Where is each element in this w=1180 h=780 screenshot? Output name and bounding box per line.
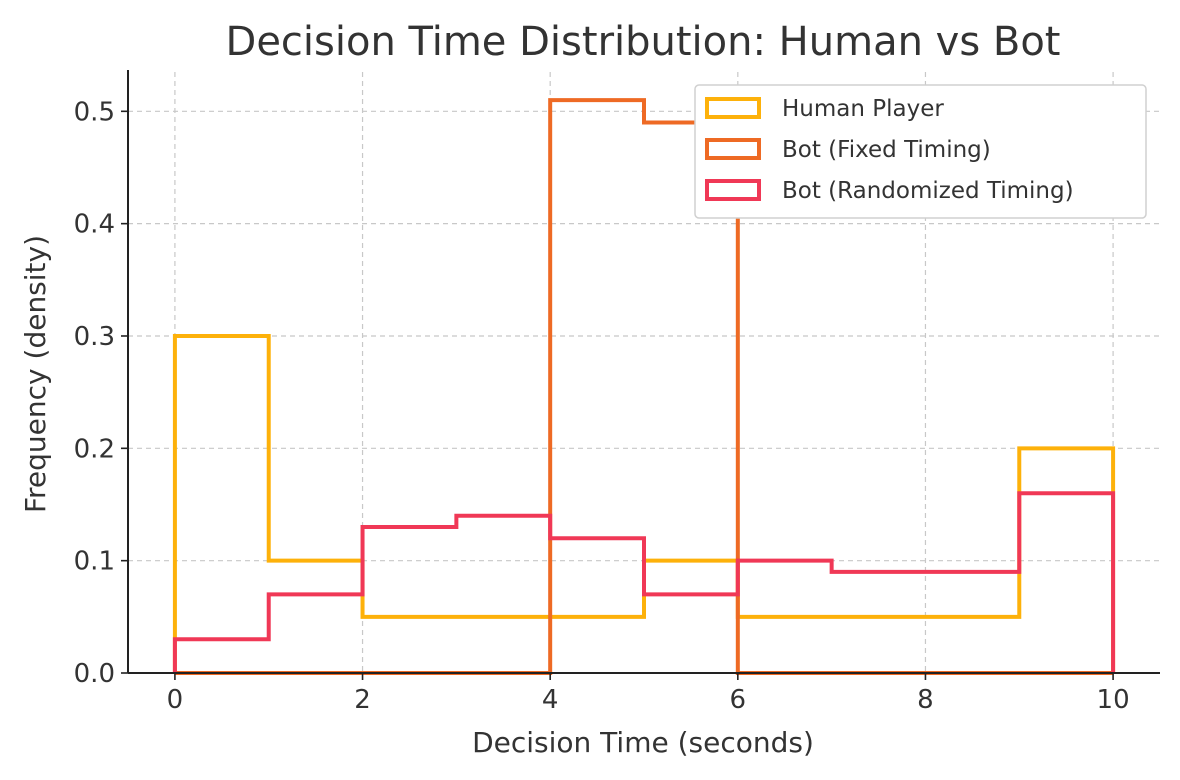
x-tick-label: 8 (917, 685, 934, 715)
histogram-step-series-1 (172, 333, 1116, 673)
histogram-step-series-3 (172, 491, 1116, 673)
legend-label-3: Bot (Randomized Timing) (782, 178, 1074, 204)
legend-frame (694, 84, 1147, 219)
legend: Human Player Bot (Fixed Timing) Bot (Rando… (694, 84, 1147, 219)
x-axis-label: Decision Time (seconds) (472, 726, 814, 759)
legend-label-2: Bot (Fixed Timing) (782, 137, 991, 163)
y-tick-label: 0.5 (74, 97, 115, 127)
legend-label-1: Human Player (782, 96, 944, 122)
legend-swatch-3 (705, 179, 761, 201)
y-tick-label: 0.3 (74, 322, 115, 352)
legend-swatch-1 (705, 97, 761, 119)
y-tick-label: 0.1 (74, 547, 115, 577)
y-tick-label: 0.2 (74, 434, 115, 464)
x-tick-label: 6 (730, 685, 747, 715)
x-tick-label: 0 (167, 685, 184, 715)
y-axis-label: Frequency (density) (19, 235, 52, 513)
y-tick-label: 0.0 (74, 659, 115, 689)
axes (127, 70, 1160, 674)
y-tick-label: 0.4 (74, 210, 115, 240)
legend-swatch-2 (705, 138, 761, 160)
ticks: 0 2 4 6 8 10 0.0 0.1 0.2 0.3 0.4 0.5 (74, 97, 1130, 715)
x-tick-label: 2 (354, 685, 371, 715)
chart-title: Decision Time Distribution: Human vs Bot (226, 19, 1061, 65)
x-tick-label: 10 (1097, 685, 1130, 715)
x-tick-label: 4 (542, 685, 559, 715)
